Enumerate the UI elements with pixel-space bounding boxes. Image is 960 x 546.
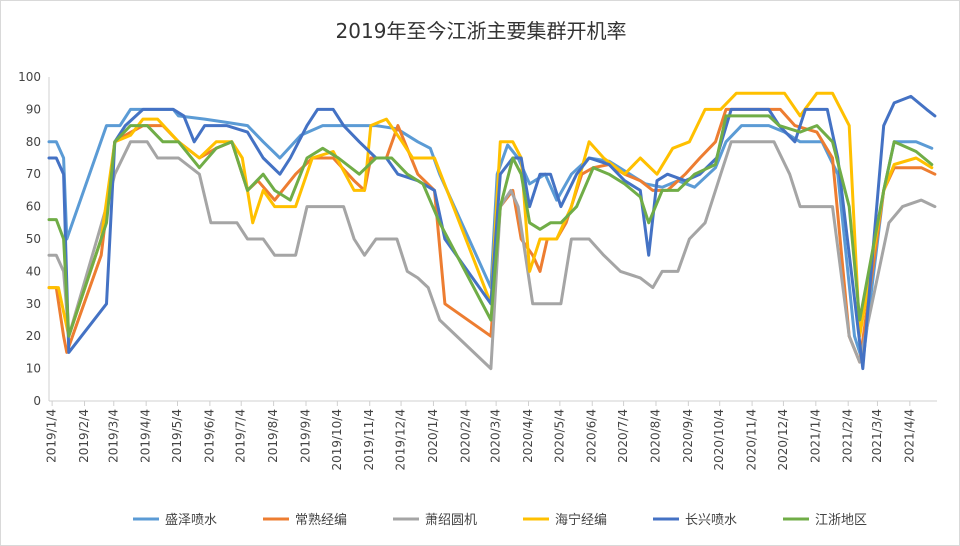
- y-tick-label: 50: [26, 232, 41, 246]
- x-tick-label: 2019/6/4: [202, 409, 216, 463]
- x-tick-label: 2020/5/4: [552, 409, 566, 463]
- x-tick-label: 2020/7/4: [616, 409, 630, 463]
- x-tick-label: 2019/5/4: [170, 409, 184, 463]
- y-tick-label: 40: [26, 264, 41, 278]
- x-tick-label: 2020/4/4: [521, 409, 535, 463]
- series-line: [47, 94, 937, 371]
- x-tick-label: 2020/6/4: [585, 409, 599, 463]
- x-tick-label: 2020/9/4: [681, 409, 695, 463]
- legend-label: 长兴喷水: [685, 513, 737, 528]
- legend-label: 萧绍圆机: [425, 513, 477, 528]
- legend-label: 江浙地区: [815, 513, 867, 528]
- y-tick-label: 20: [26, 329, 41, 343]
- x-tick-label: 2020/2/4: [458, 409, 472, 463]
- legend-label: 海宁经编: [555, 512, 607, 528]
- x-tick-label: 2019/10/4: [330, 409, 344, 471]
- x-tick-label: 2019/7/4: [234, 409, 248, 463]
- y-tick-label: 60: [26, 200, 41, 214]
- y-tick-label: 90: [26, 102, 41, 116]
- x-tick-label: 2020/10/4: [712, 409, 726, 471]
- y-tick-label: 100: [18, 70, 41, 84]
- x-tick-label: 2019/11/4: [362, 409, 376, 471]
- x-tick-label: 2019/2/4: [77, 409, 91, 463]
- series-line: [47, 114, 934, 338]
- series-line: [47, 91, 934, 338]
- x-tick-label: 2020/8/4: [648, 409, 662, 463]
- x-tick-label: 2019/12/4: [394, 409, 408, 471]
- x-tick-label: 2019/1/4: [45, 409, 59, 463]
- y-tick-label: 30: [26, 297, 41, 311]
- x-tick-label: 2020/12/4: [776, 409, 790, 471]
- x-tick-label: 2019/4/4: [139, 409, 153, 463]
- chart-title: 2019年至今江浙主要集群开机率: [335, 19, 627, 43]
- x-tick-label: 2021/4/4: [902, 409, 916, 463]
- series-line: [47, 140, 937, 371]
- x-tick-label: 2021/2/4: [841, 409, 855, 463]
- y-tick-label: 80: [26, 135, 41, 149]
- y-tick-label: 0: [33, 394, 41, 408]
- x-tick-label: 2021/3/4: [870, 409, 884, 463]
- x-tick-label: 2020/11/4: [745, 409, 759, 471]
- x-tick-label: 2019/8/4: [266, 409, 280, 463]
- y-tick-label: 70: [26, 167, 41, 181]
- y-tick-label: 10: [26, 362, 41, 376]
- x-tick-label: 2019/3/4: [106, 409, 120, 463]
- legend-label: 盛泽喷水: [165, 513, 217, 528]
- x-tick-label: 2019/9/4: [298, 409, 312, 463]
- x-tick-label: 2020/1/4: [426, 409, 440, 463]
- legend-label: 常熟经编: [295, 512, 347, 528]
- x-tick-label: 2020/3/4: [489, 409, 503, 463]
- x-tick-label: 2021/1/4: [808, 409, 822, 463]
